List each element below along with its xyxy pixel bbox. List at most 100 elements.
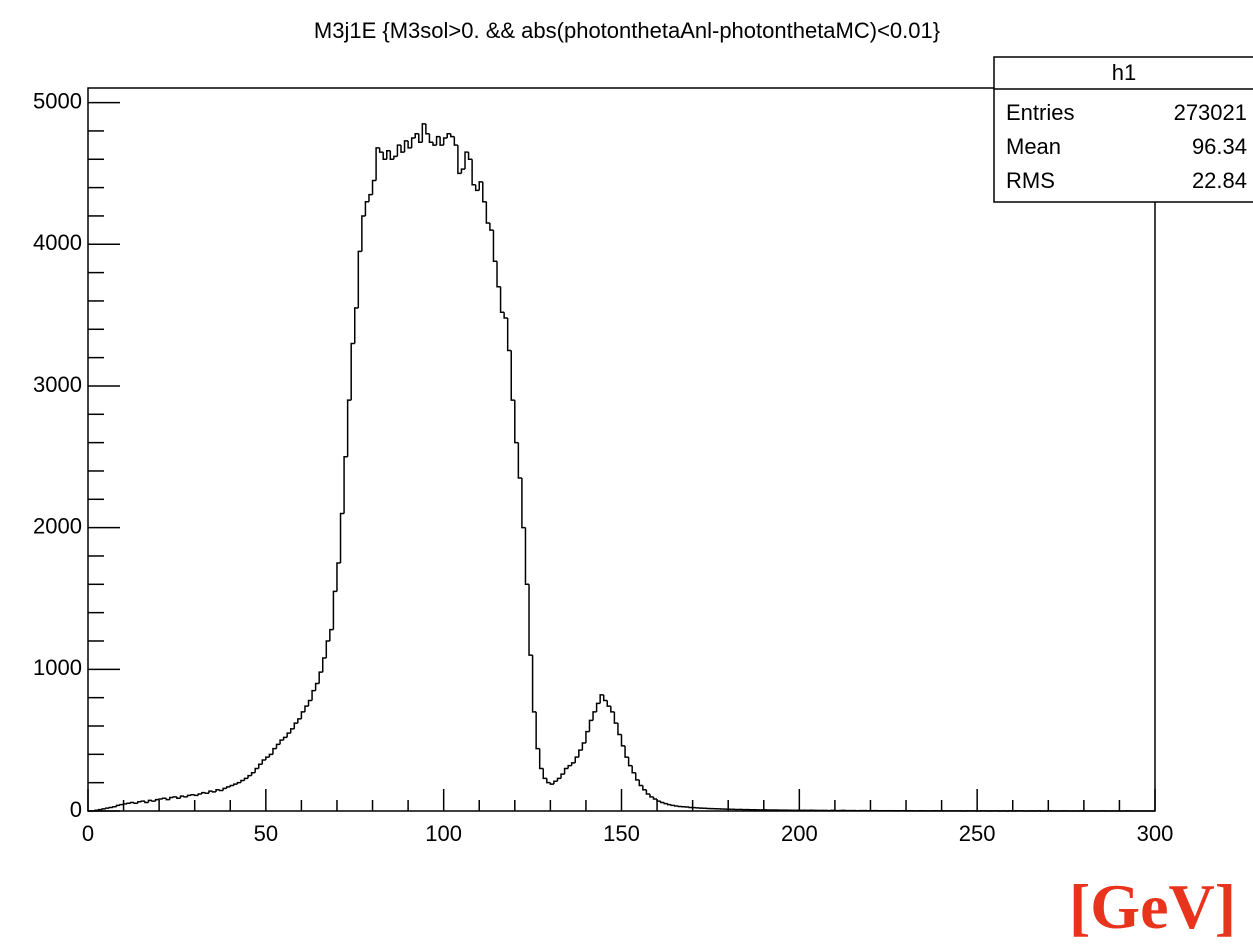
histogram-bin — [343, 456, 348, 514]
histogram-bin — [179, 795, 185, 799]
histogram-bin — [279, 739, 284, 745]
stats-value: 96.34 — [1192, 134, 1247, 159]
histogram-bin — [567, 764, 572, 769]
histogram-bin — [289, 728, 295, 734]
histogram-bin — [599, 694, 604, 704]
x-tick-label: 300 — [1137, 821, 1174, 846]
histogram-bin — [339, 512, 345, 564]
histogram-bin — [499, 286, 505, 314]
histogram-bin — [229, 784, 234, 787]
histogram-bin — [535, 711, 540, 750]
histogram-bin — [414, 133, 419, 139]
y-tick-label: 0 — [70, 797, 82, 822]
histogram-bin — [439, 136, 444, 146]
x-tick-label: 200 — [781, 821, 818, 846]
histogram-bin — [610, 706, 615, 713]
histogram-bin — [307, 699, 313, 707]
histogram-bin — [574, 756, 579, 763]
histogram-bin — [254, 767, 259, 773]
histogram-bin — [514, 400, 519, 444]
histogram-bin — [453, 136, 458, 146]
histogram-bin — [510, 350, 515, 401]
histogram-bin — [122, 803, 128, 805]
histogram-bin — [378, 147, 384, 153]
stats-value: 22.84 — [1192, 168, 1247, 193]
histogram-bin — [368, 193, 373, 202]
histogram-bin — [172, 796, 177, 798]
histogram-bin — [321, 657, 327, 673]
histogram-bin — [606, 700, 611, 707]
histogram-bin — [133, 802, 138, 804]
histogram-bin — [176, 796, 181, 799]
histogram-bin — [165, 798, 170, 801]
histogram-bin — [407, 140, 412, 149]
histogram-bin — [457, 145, 462, 175]
histogram-bin — [147, 799, 153, 803]
histogram-bin — [211, 791, 217, 793]
histogram-bin — [382, 152, 387, 161]
histogram-bin — [474, 184, 480, 192]
histogram-bin — [674, 805, 679, 807]
histogram-bin — [243, 777, 249, 781]
histogram-bin — [649, 793, 654, 798]
histogram-bin — [222, 787, 227, 791]
y-tick-label: 4000 — [33, 230, 82, 255]
histogram-bin — [215, 788, 220, 792]
stats-title: h1 — [1112, 60, 1136, 85]
histogram-bin — [265, 756, 270, 760]
histogram-bin — [538, 748, 544, 770]
histogram-bin — [105, 807, 110, 809]
histogram-bin — [119, 803, 124, 806]
histogram-bin — [631, 765, 636, 774]
histogram-bin — [137, 801, 142, 804]
histogram-bin — [161, 797, 167, 799]
histogram-bin — [101, 808, 106, 810]
x-tick-label: 0 — [82, 821, 94, 846]
histogram-bin — [652, 796, 658, 800]
histogram-bin — [410, 137, 416, 148]
histogram-bin — [581, 742, 586, 751]
histogram-bin — [144, 801, 149, 804]
histogram-bin — [112, 806, 117, 808]
histogram-bin — [506, 317, 512, 352]
histogram-bin — [236, 781, 241, 785]
histogram-bin — [563, 767, 569, 775]
histogram-bin — [158, 798, 163, 800]
histogram-bin — [329, 628, 334, 641]
histogram-bin — [585, 730, 590, 743]
histogram-bin — [531, 655, 537, 713]
histogram-bin — [354, 307, 359, 344]
histogram-bin — [503, 312, 508, 319]
histogram-bin — [602, 694, 608, 702]
histogram-bin — [240, 779, 245, 783]
histogram-bin — [489, 223, 494, 231]
histogram-bin — [578, 749, 583, 758]
histogram-bin — [418, 133, 423, 144]
histogram-bin — [428, 133, 433, 144]
histogram-bin — [521, 478, 526, 529]
x-tick-label: 100 — [425, 821, 462, 846]
histogram-bin — [546, 778, 551, 784]
histogram-bin — [432, 142, 437, 146]
y-tick-label: 5000 — [33, 88, 82, 113]
histogram-bin — [642, 785, 647, 791]
histogram-bin — [425, 123, 430, 135]
histogram-bin — [435, 135, 441, 146]
histogram-bin — [421, 123, 426, 143]
histogram-bin — [528, 584, 533, 656]
histogram-bin — [492, 230, 498, 263]
histogram-bin — [286, 732, 291, 738]
histogram-bin — [197, 793, 202, 796]
histogram-bin — [549, 782, 554, 785]
histogram-bin — [617, 723, 622, 736]
chart-title: M3j1E {M3sol>0. && abs(photonthetaAnl-ph… — [314, 18, 940, 43]
histogram-bin — [396, 144, 401, 157]
histogram-bin — [638, 779, 643, 787]
histogram-bin — [293, 722, 298, 729]
histogram-bin — [297, 718, 302, 724]
stats-value: 273021 — [1174, 100, 1247, 125]
histogram-bin — [663, 802, 668, 805]
histogram-bin — [325, 640, 330, 658]
histogram-bin — [304, 705, 309, 712]
